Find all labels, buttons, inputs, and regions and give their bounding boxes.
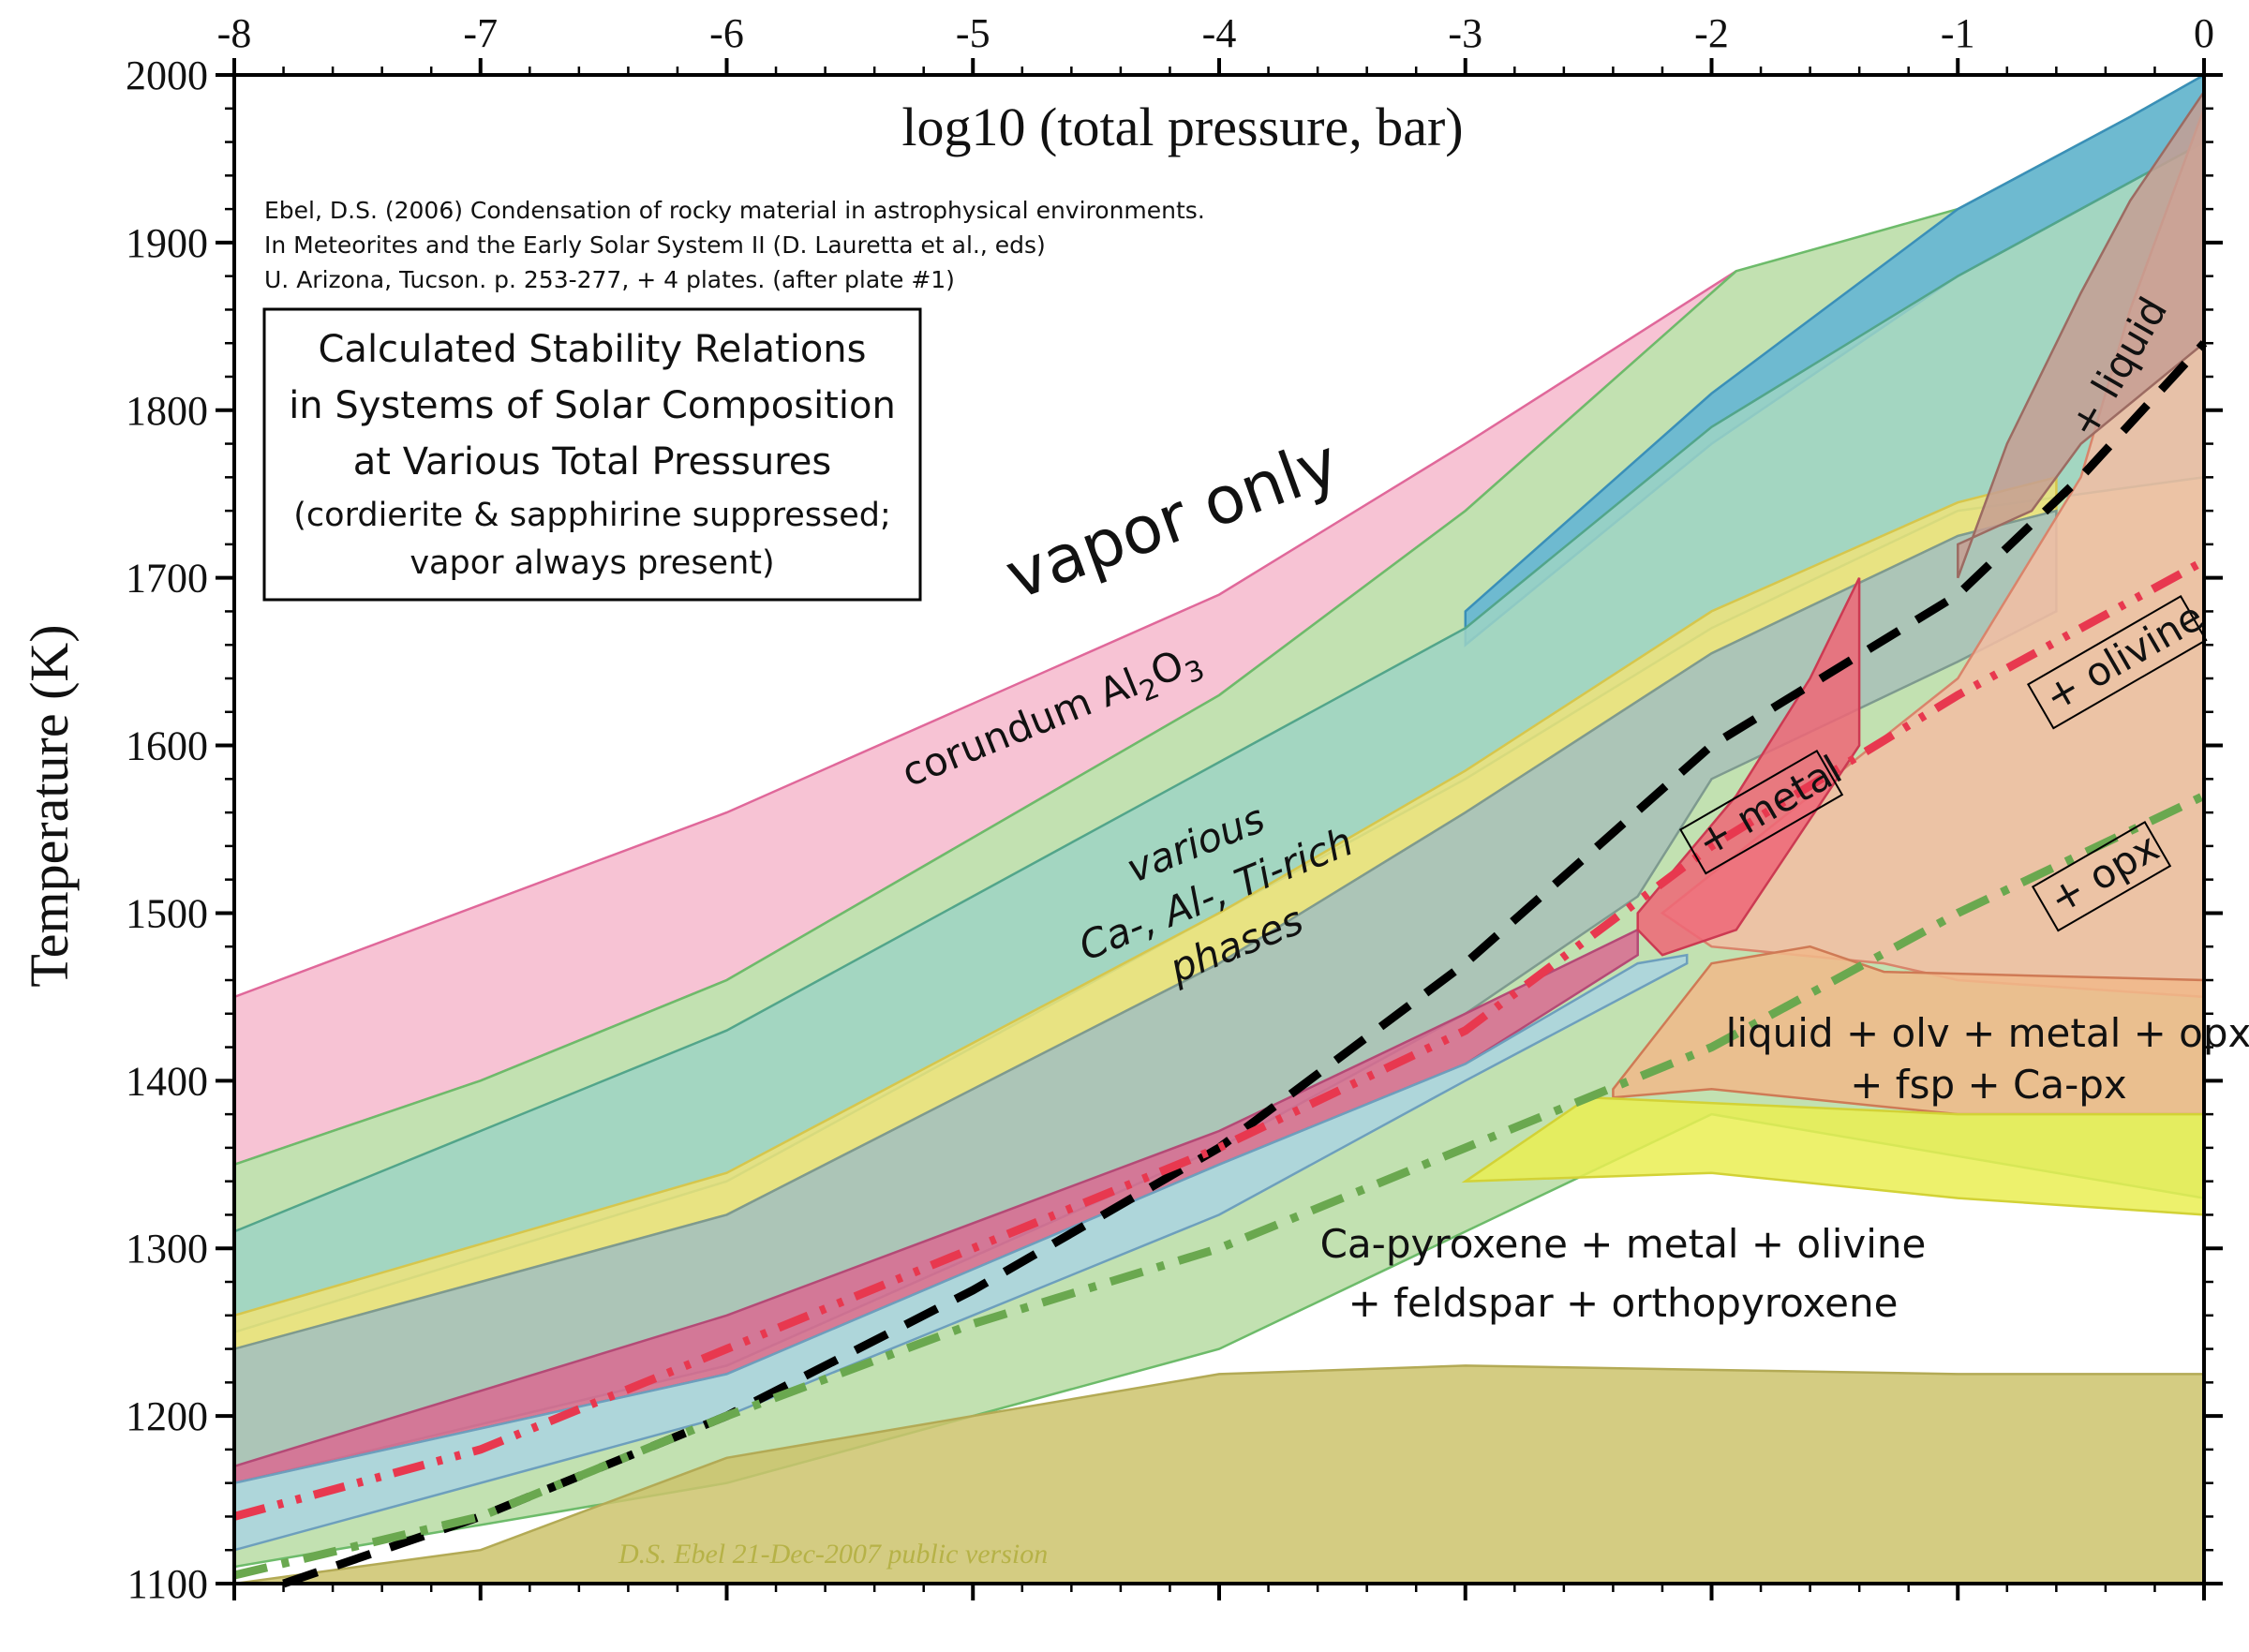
y-tick-label: 1200 xyxy=(126,1393,208,1439)
svg-text:+ fsp + Ca-px: + fsp + Ca-px xyxy=(1850,1062,2127,1108)
y-tick-label: 1600 xyxy=(126,723,208,769)
citation: Ebel, D.S. (2006) Condensation of rocky … xyxy=(264,197,1205,293)
title-box: Calculated Stability Relations in System… xyxy=(262,307,922,602)
x-tick-label: -3 xyxy=(1448,10,1482,56)
x-axis-title: log10 (total pressure, bar) xyxy=(901,97,1463,157)
svg-text:U. Arizona, Tucson. p. 253-277: U. Arizona, Tucson. p. 253-277, + 4 plat… xyxy=(264,266,955,293)
x-tick-label: -6 xyxy=(709,10,744,56)
y-tick-label: 1100 xyxy=(127,1561,208,1607)
region-red-metal xyxy=(1636,577,1861,957)
svg-text:Ebel, D.S. (2006) Condensation: Ebel, D.S. (2006) Condensation of rocky … xyxy=(264,197,1205,224)
y-tick-label: 1300 xyxy=(126,1226,208,1272)
svg-text:in Systems of Solar Compositio: in Systems of Solar Composition xyxy=(289,384,896,427)
svg-text:liquid + olv + metal + opx: liquid + olv + metal + opx xyxy=(1726,1010,2249,1056)
svg-text:vapor always present): vapor always present) xyxy=(410,544,774,582)
x-tick-label: -1 xyxy=(1941,10,1975,56)
svg-text:Ca-pyroxene + metal + olivine: Ca-pyroxene + metal + olivine xyxy=(1320,1221,1927,1267)
y-tick-label: 1700 xyxy=(126,556,208,602)
svg-text:Calculated Stability Relations: Calculated Stability Relations xyxy=(319,328,867,371)
y-tick-label: 1900 xyxy=(126,220,208,266)
x-tick-label: -4 xyxy=(1202,10,1237,56)
svg-text:In Meteorites and the Early So: In Meteorites and the Early Solar System… xyxy=(264,231,1046,259)
region-yellow-bright xyxy=(1461,1095,2206,1216)
x-tick-label: 0 xyxy=(2194,10,2214,56)
svg-text:(cordierite & sapphirine suppr: (cordierite & sapphirine suppressed; xyxy=(293,497,890,534)
y-tick-label: 1400 xyxy=(126,1058,208,1104)
region-lightblue-low xyxy=(232,953,1689,1552)
liquid-assemblage-label: liquid + olv + metal + opx + fsp + Ca-px xyxy=(1726,1010,2249,1108)
x-tick-label: -2 xyxy=(1694,10,1729,56)
boundary-line-3 xyxy=(232,792,2206,1580)
x-tick-label: -7 xyxy=(463,10,498,56)
x-axis-ticks: -8 -7 -6 -5 -4 -3 -2 -1 0 xyxy=(217,10,2214,1600)
phase-regions xyxy=(232,72,2206,1585)
x-tick-label: -5 xyxy=(956,10,990,56)
capyroxene-label: Ca-pyroxene + metal + olivine + feldspar… xyxy=(1320,1221,1927,1326)
watermark: D.S. Ebel 21-Dec-2007 public version xyxy=(618,1539,1048,1570)
y-tick-label: 2000 xyxy=(126,52,208,98)
y-tick-label: 1800 xyxy=(126,388,208,434)
boundary-lines xyxy=(232,340,2208,1588)
svg-text:at Various Total Pressures: at Various Total Pressures xyxy=(353,440,831,484)
y-tick-label: 1500 xyxy=(126,890,208,936)
y-axis-ticks: 1100 1200 1300 1400 1500 1600 1700 1800 1900 2000 xyxy=(126,52,2223,1607)
x-tick-label: -8 xyxy=(217,10,252,56)
boundary-line-2 xyxy=(232,557,2207,1521)
svg-text:+ feldspar + orthopyroxene: + feldspar + orthopyroxene xyxy=(1348,1280,1899,1326)
y-axis-title: Temperature (K) xyxy=(19,624,80,987)
